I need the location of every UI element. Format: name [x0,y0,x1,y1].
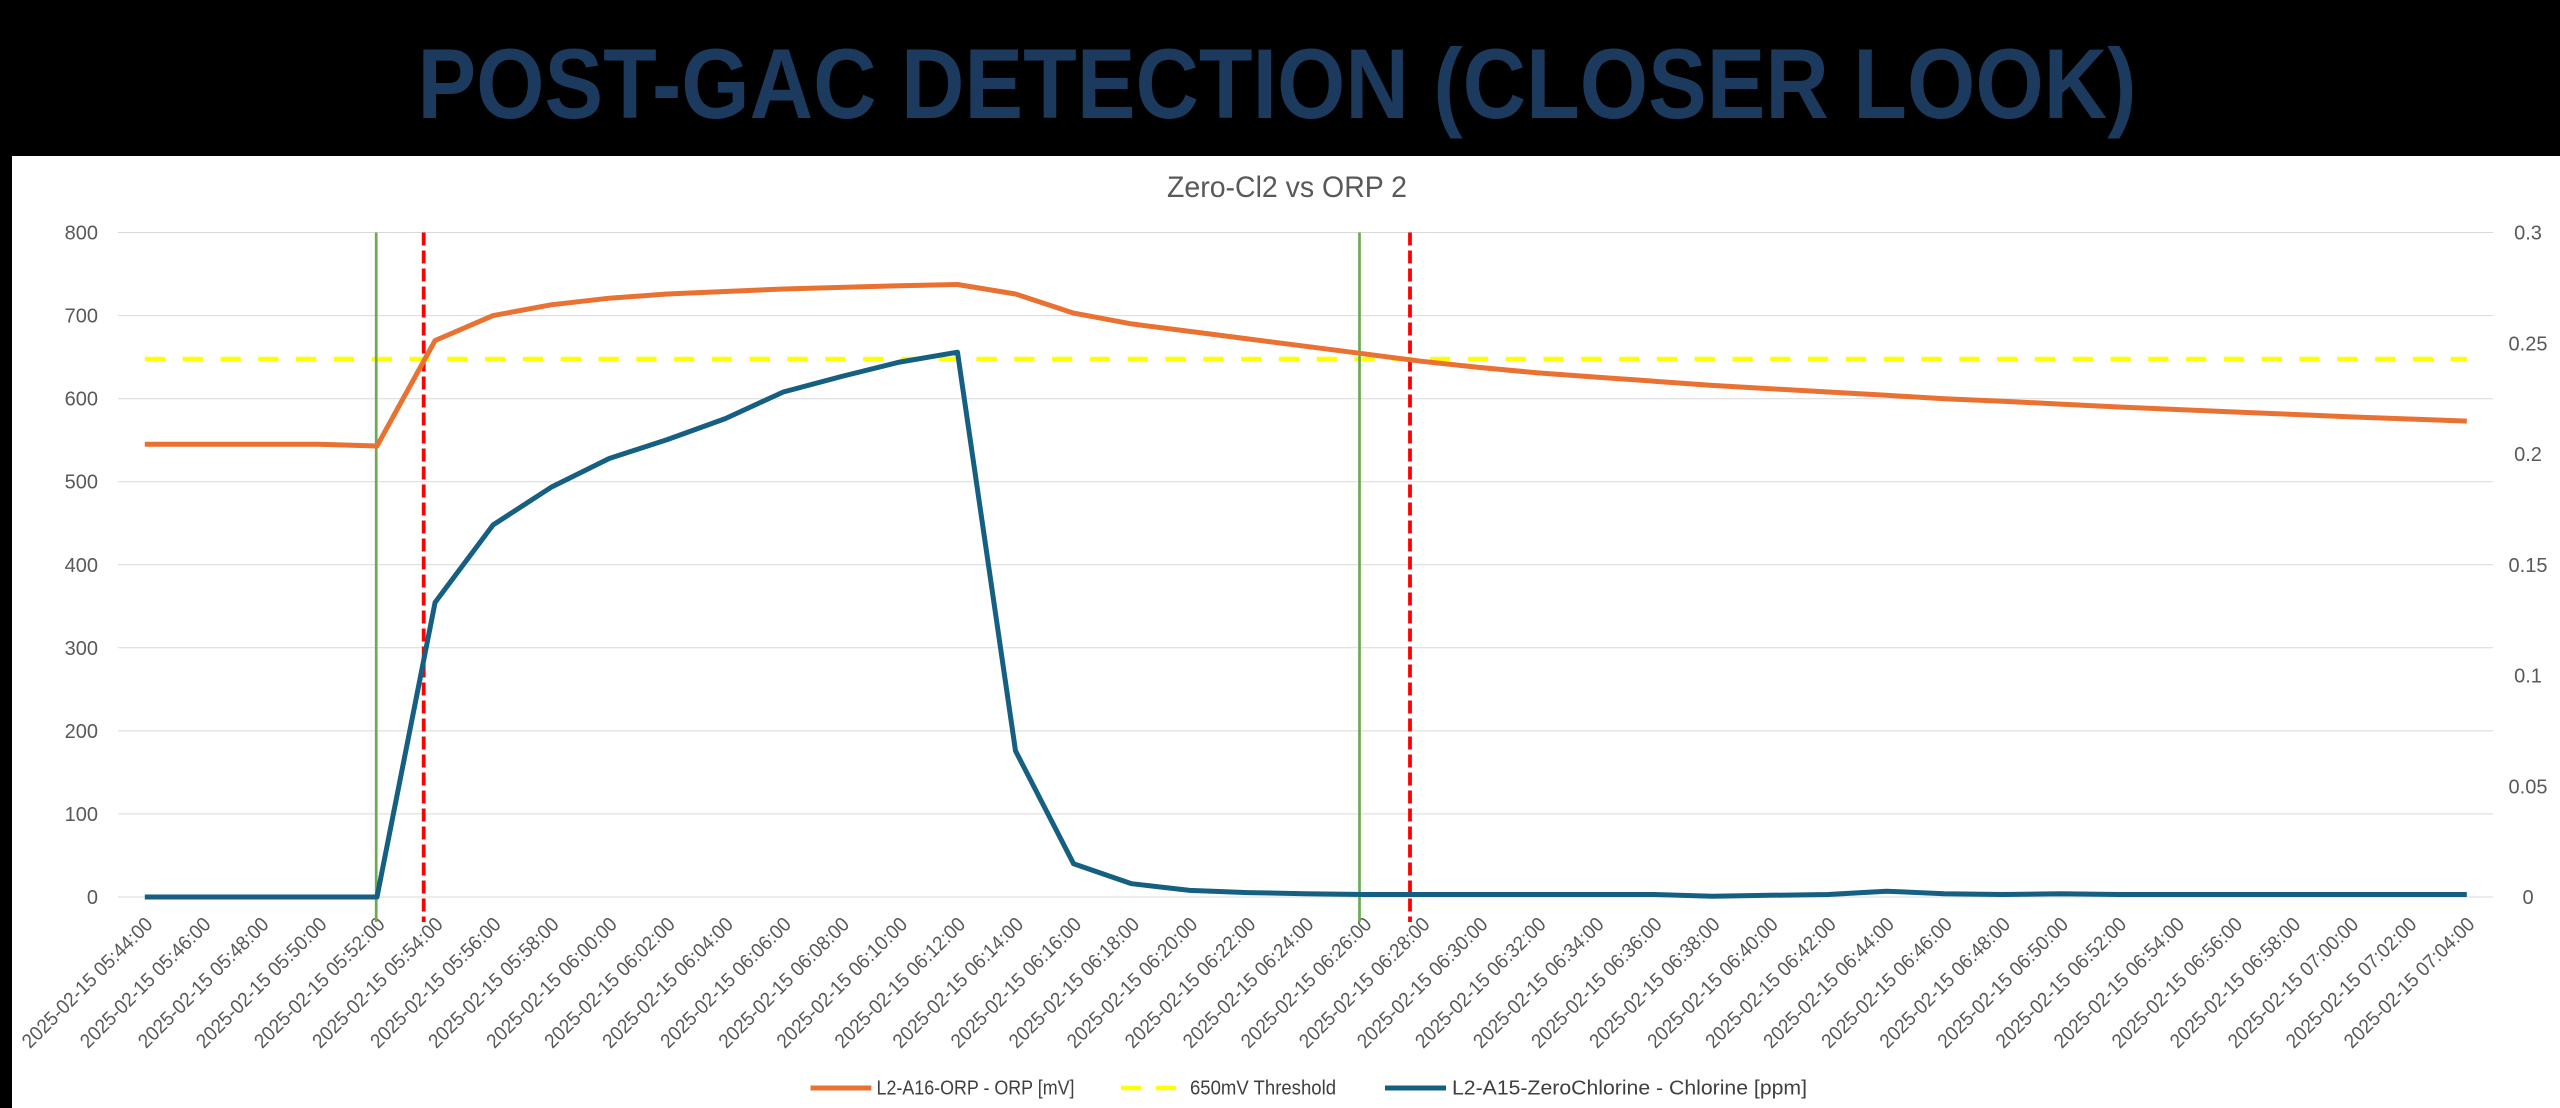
svg-text:0.2: 0.2 [2514,444,2542,466]
svg-text:L2-A16-ORP - ORP [mV]: L2-A16-ORP - ORP [mV] [877,1078,1075,1100]
svg-text:650mV Threshold: 650mV Threshold [1190,1078,1336,1100]
svg-text:L2-A15-ZeroChlorine - Chlorine: L2-A15-ZeroChlorine - Chlorine [ppm] [1452,1078,1807,1100]
svg-text:200: 200 [65,721,98,743]
svg-text:100: 100 [65,804,98,826]
svg-text:400: 400 [65,555,98,577]
svg-text:300: 300 [65,638,98,660]
svg-text:0.05: 0.05 [2509,776,2548,798]
svg-text:0.25: 0.25 [2509,333,2548,355]
svg-text:600: 600 [65,389,98,411]
svg-text:POST-GAC DETECTION (CLOSER LOO: POST-GAC DETECTION (CLOSER LOOK) [418,28,2137,139]
svg-text:Zero-Cl2 vs ORP 2: Zero-Cl2 vs ORP 2 [1167,171,1407,204]
svg-text:700: 700 [65,306,98,328]
svg-text:0.15: 0.15 [2509,555,2548,577]
svg-text:0: 0 [2522,887,2533,909]
svg-text:0.1: 0.1 [2514,666,2542,688]
svg-text:0: 0 [87,887,98,909]
svg-text:500: 500 [65,472,98,494]
svg-text:800: 800 [65,223,98,245]
svg-text:0.3: 0.3 [2514,223,2542,245]
